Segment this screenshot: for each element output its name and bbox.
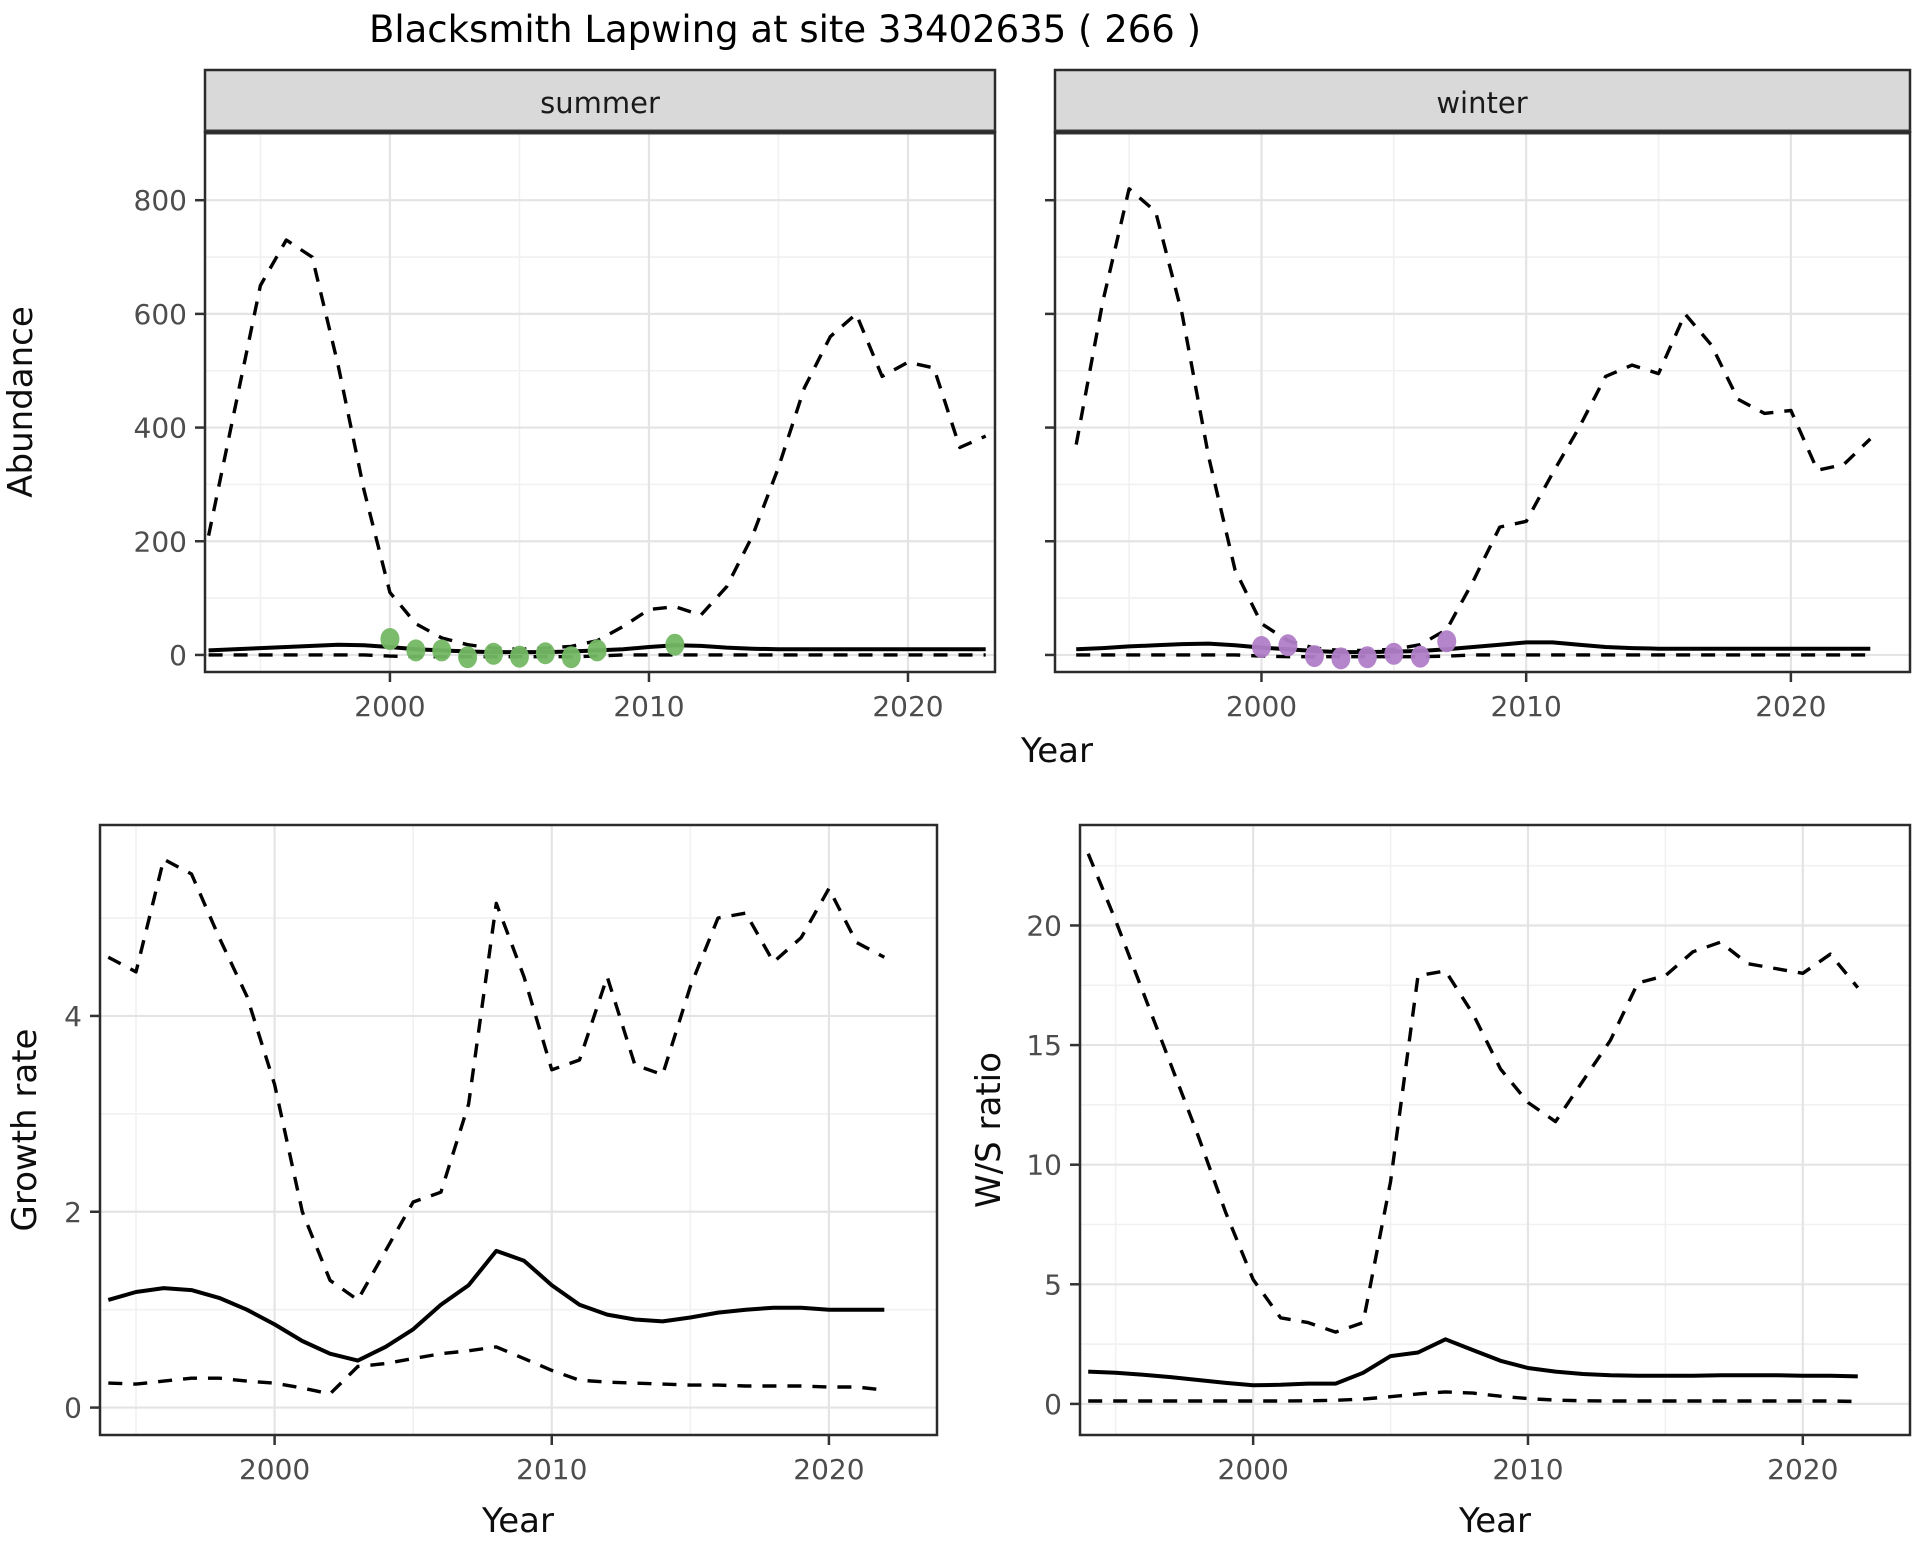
x-tick-label: 2010	[613, 690, 684, 723]
panel-ws-ratio: 2000 2010 2020 0 5 10 15 20	[1026, 823, 1912, 1486]
abundance-winter-observed-point	[1437, 630, 1457, 653]
abundance-winter-observed-point	[1357, 646, 1377, 669]
abundance-winter-panel-bg	[1055, 132, 1910, 672]
y-tick-label: 0	[169, 639, 187, 672]
growth-rate-mean-line	[107, 1248, 885, 1363]
ws-ratio-lower-ci-line	[1088, 1390, 1858, 1404]
abundance-winter-observed-points	[1251, 630, 1457, 670]
growth-rate-panel-border	[98, 823, 939, 1437]
abundance-winter-observed-point	[1251, 635, 1271, 658]
x-tick-label: 2000	[354, 690, 425, 723]
abundance-winter-observed-point	[1331, 647, 1351, 670]
ws-ratio-panel-bg	[1080, 825, 1910, 1435]
abundance-summer-observed-point	[509, 645, 529, 668]
abundance-summer-observed-points	[380, 628, 685, 669]
x-tick-label: 2010	[516, 1453, 587, 1486]
abundance-winter-facet-strip	[1053, 68, 1912, 134]
y-tick-label: 200	[134, 525, 187, 558]
x-tick-label: 2020	[793, 1453, 864, 1486]
abundance-summer-observed-point	[561, 646, 581, 669]
y-tick-label: 10	[1026, 1149, 1062, 1182]
abundance-summer-observed-point	[587, 639, 607, 662]
growth-rate-lower-ci-line	[108, 1345, 885, 1396]
x-tick-label: 2020	[1755, 690, 1826, 723]
y-axis-title-ws-ratio: W/S ratio	[969, 1052, 1009, 1208]
y-tick-label: 20	[1026, 909, 1062, 942]
y-axis-title-abundance: Abundance	[1, 306, 41, 498]
abundance-summer-observed-point	[665, 633, 685, 656]
abundance-winter-observed-point	[1304, 645, 1324, 668]
panel-abundance-winter: 2000 2010 2020	[1045, 68, 1912, 723]
abundance-winter-mean-line	[1076, 640, 1871, 655]
abundance-summer-observed-point	[406, 639, 426, 662]
ws-ratio-panel-border	[1078, 823, 1912, 1437]
abundance-winter-panel-border	[1053, 130, 1912, 674]
ws-ratio-upper-ci-line	[1086, 853, 1860, 1334]
abundance-summer-observed-point	[458, 646, 478, 669]
ws-ratio-mean-line	[1088, 1337, 1858, 1388]
growth-rate-upper-ci-line	[107, 857, 886, 1302]
y-axis-title-growth-rate: Growth rate	[5, 1029, 45, 1232]
y-tick-label: 0	[64, 1392, 82, 1425]
y-tick-label: 800	[134, 184, 187, 217]
figure-title: Blacksmith Lapwing at site 33402635 ( 26…	[368, 8, 1202, 51]
x-tick-label: 2000	[1218, 1453, 1289, 1486]
abundance-winter-observed-point	[1278, 634, 1298, 657]
x-tick-label: 2000	[1226, 690, 1297, 723]
abundance-winter-lower-ci-line	[1076, 653, 1871, 659]
x-axis-title-year-bottom-right: Year	[1458, 1501, 1531, 1541]
abundance-summer-observed-point	[432, 639, 452, 662]
x-tick-label: 2000	[239, 1453, 310, 1486]
x-axis-title-year-bottom-left: Year	[481, 1501, 554, 1541]
y-tick-label: 4	[64, 1000, 82, 1033]
growth-rate-panel-bg	[100, 825, 937, 1435]
abundance-winter-observed-point	[1410, 645, 1430, 668]
y-tick-label: 600	[134, 298, 187, 331]
x-tick-label: 2010	[1492, 1453, 1563, 1486]
panel-abundance-summer: 2000 2010 2020 0 200 400 600 800	[134, 68, 997, 723]
x-axis-title-year-top: Year	[1020, 731, 1093, 771]
y-tick-label: 5	[1044, 1268, 1062, 1301]
facet-strip-label-summer: summer	[540, 86, 660, 120]
x-tick-label: 2020	[1767, 1453, 1838, 1486]
y-tick-label: 0	[1044, 1388, 1062, 1421]
x-tick-label: 2010	[1491, 690, 1562, 723]
abundance-winter-observed-point	[1384, 642, 1404, 665]
x-tick-label: 2020	[872, 690, 943, 723]
abundance-summer-observed-point	[535, 642, 555, 665]
facet-strip-label-winter: winter	[1436, 86, 1527, 120]
abundance-summer-panel-bg	[205, 132, 995, 672]
abundance-summer-panel-border	[203, 130, 997, 674]
y-tick-label: 400	[134, 412, 187, 445]
y-tick-label: 2	[64, 1196, 82, 1229]
abundance-summer-observed-point	[380, 628, 400, 651]
y-tick-label: 15	[1026, 1029, 1062, 1062]
panel-growth-rate: 2000 2010 2020 0 2 4	[64, 823, 939, 1486]
abundance-summer-observed-point	[484, 642, 504, 665]
